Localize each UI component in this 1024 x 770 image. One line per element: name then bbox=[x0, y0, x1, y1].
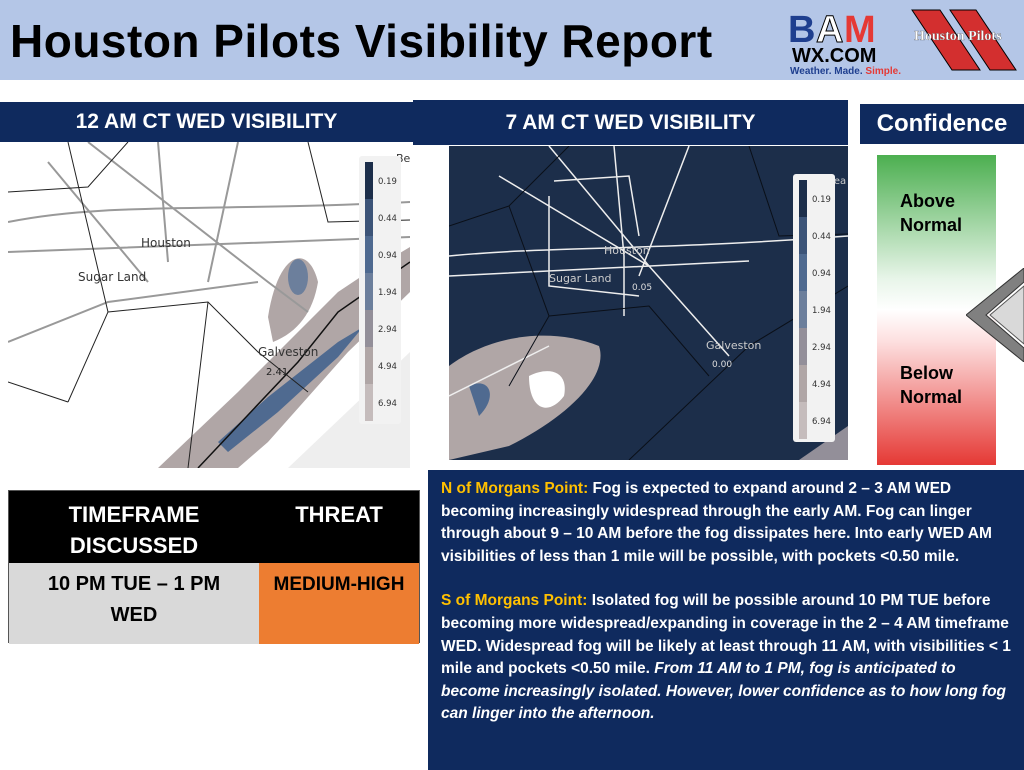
legend-swatch bbox=[365, 162, 373, 199]
svg-text:Weather. Made. Simple.: Weather. Made. Simple. bbox=[790, 66, 901, 76]
south-label: S of Morgans Point: bbox=[441, 592, 588, 610]
houston-pilots-logo: Houston Pilots bbox=[911, 9, 1017, 71]
south-discussion: S of Morgans Point: Isolated fog will be… bbox=[441, 590, 1014, 726]
legend-swatch bbox=[799, 180, 807, 217]
south-italic-text: From 11 AM to 1 PM, fog is anticipated t… bbox=[441, 660, 1007, 723]
visibility-map-7am: Houston Sugar Land Galveston 0.05 0.00 B… bbox=[449, 146, 848, 460]
legend: 0.19 0.44 0.94 1.94 2.94 4.94 6.94 bbox=[359, 156, 401, 424]
legend-swatch bbox=[799, 365, 807, 402]
map-label-sugar-land: Sugar Land bbox=[549, 272, 612, 285]
svg-text:Houston Pilots: Houston Pilots bbox=[914, 29, 1002, 44]
svg-text:A: A bbox=[816, 9, 843, 51]
map-value: 0.00 bbox=[712, 360, 732, 370]
discussion-box: N of Morgans Point: Fog is expected to e… bbox=[428, 470, 1024, 770]
map-label-houston: Houston bbox=[141, 236, 191, 250]
legend-swatch bbox=[799, 291, 807, 328]
timeframe-cell: 10 PM TUE – 1 PM WED bbox=[9, 563, 259, 644]
legend-swatch bbox=[365, 384, 373, 421]
legend-swatch bbox=[365, 199, 373, 236]
legend-label: 0.44 bbox=[812, 232, 831, 242]
confidence-title: Confidence bbox=[860, 104, 1024, 144]
legend-label: 4.94 bbox=[812, 380, 831, 390]
legend-swatch bbox=[799, 217, 807, 254]
confidence-below-label: Below Normal bbox=[900, 363, 963, 407]
page-title: Houston Pilots Visibility Report bbox=[10, 15, 713, 67]
legend-swatch bbox=[799, 254, 807, 291]
header-bar bbox=[0, 0, 1024, 80]
svg-text:WX.COM: WX.COM bbox=[792, 45, 876, 67]
legend-swatch bbox=[365, 273, 373, 310]
confidence-above-label: Above Normal bbox=[900, 191, 963, 235]
svg-text:B: B bbox=[788, 9, 815, 51]
south-text: Isolated fog will be possible around 10 … bbox=[441, 592, 1011, 678]
north-label: N of Morgans Point: bbox=[441, 480, 589, 497]
legend-label: 2.94 bbox=[378, 325, 397, 335]
header-threat: THREAT bbox=[259, 491, 419, 563]
svg-text:M: M bbox=[844, 9, 876, 51]
panel-title-7am: 7 AM CT WED VISIBILITY bbox=[413, 100, 848, 145]
map-label-houston: Houston bbox=[604, 244, 650, 257]
legend-swatch bbox=[365, 347, 373, 384]
legend-label: 0.19 bbox=[812, 195, 831, 205]
legend-label: 4.94 bbox=[378, 362, 397, 372]
map-label-beaumont: Bea bbox=[827, 176, 846, 187]
threat-table: TIMEFRAME DISCUSSED THREAT 10 PM TUE – 1… bbox=[8, 490, 420, 644]
map-label-sugar-land: Sugar Land bbox=[78, 270, 146, 284]
map-label-galveston: Galveston bbox=[258, 345, 318, 359]
threat-cell: MEDIUM-HIGH bbox=[259, 563, 419, 644]
map-value: 0.05 bbox=[632, 283, 652, 293]
north-discussion: N of Morgans Point: Fog is expected to e… bbox=[441, 478, 1014, 568]
legend-label: 6.94 bbox=[812, 417, 831, 427]
north-text: Fog is expected to expand around 2 – 3 A… bbox=[441, 480, 992, 565]
legend-swatch bbox=[365, 310, 373, 347]
legend-label: 2.94 bbox=[812, 343, 831, 353]
legend-swatch bbox=[799, 328, 807, 365]
visibility-map-12am: Houston Sugar Land Galveston 2.41 Bea 0.… bbox=[8, 142, 410, 468]
bam-logo: B A M WX.COM Weather. Made. Simple. bbox=[788, 9, 901, 77]
legend-label: 6.94 bbox=[378, 399, 397, 409]
legend: 0.19 0.44 0.94 1.94 2.94 4.94 6.94 bbox=[793, 174, 835, 442]
legend-label: 0.44 bbox=[378, 214, 397, 224]
header-timeframe: TIMEFRAME DISCUSSED bbox=[9, 491, 259, 563]
legend-label: 1.94 bbox=[378, 288, 397, 298]
legend-label: 1.94 bbox=[812, 306, 831, 316]
map-value: 2.41 bbox=[266, 367, 288, 378]
legend-swatch bbox=[365, 236, 373, 273]
legend-swatch bbox=[799, 402, 807, 439]
legend-label: 0.94 bbox=[378, 251, 397, 261]
legend-label: 0.19 bbox=[378, 177, 397, 187]
legend-label: 0.94 bbox=[812, 269, 831, 279]
panel-title-12am: 12 AM CT WED VISIBILITY bbox=[0, 102, 413, 142]
map-label-galveston: Galveston bbox=[706, 339, 761, 352]
confidence-indicator-arrow-icon bbox=[966, 268, 1024, 362]
